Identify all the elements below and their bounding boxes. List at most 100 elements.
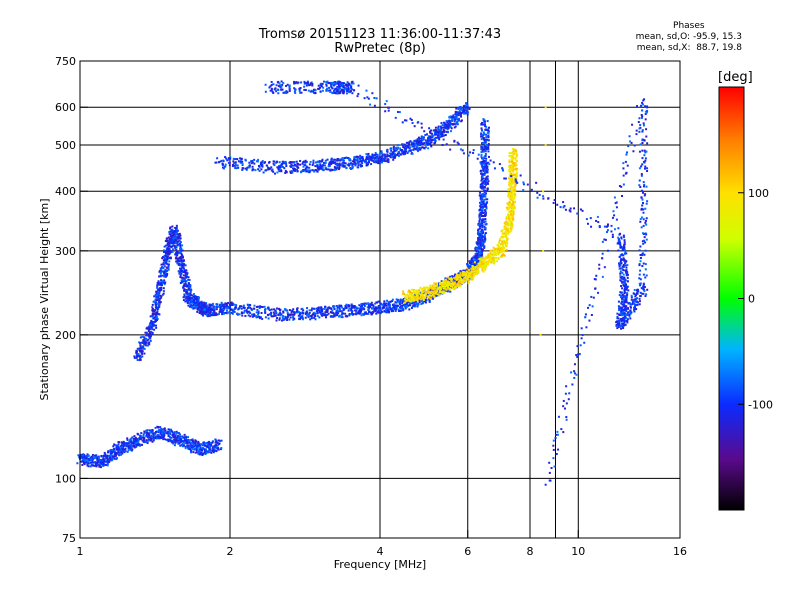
- echo-point: [181, 445, 184, 448]
- echo-point: [149, 315, 152, 318]
- echo-point: [183, 438, 186, 441]
- echo-point: [347, 162, 350, 165]
- echo-point: [337, 312, 340, 315]
- echo-point: [432, 292, 435, 295]
- echo-point: [367, 307, 370, 310]
- echo-point: [484, 154, 487, 157]
- echo-point: [98, 465, 101, 468]
- echo-point: [320, 309, 323, 312]
- echo-point: [496, 251, 499, 254]
- echo-point: [412, 299, 415, 302]
- echo-point: [273, 160, 276, 163]
- echo-point: [432, 293, 435, 296]
- echo-point: [265, 164, 268, 167]
- echo-point: [494, 248, 497, 251]
- echo-point: [506, 238, 509, 241]
- echo-point: [473, 261, 476, 264]
- echo-point: [301, 318, 304, 321]
- echo-point: [198, 304, 201, 307]
- echo-point: [276, 317, 279, 320]
- echo-point: [257, 164, 260, 167]
- echo-point: [296, 162, 299, 165]
- echo-point: [278, 168, 281, 171]
- echo-point: [121, 450, 124, 453]
- echo-point: [190, 304, 193, 307]
- echo-point: [255, 315, 258, 318]
- echo-point: [481, 175, 484, 178]
- echo-point: [326, 158, 329, 161]
- echo-point: [228, 311, 231, 314]
- echo-point: [478, 194, 481, 197]
- echo-point: [148, 331, 151, 334]
- echo-point: [143, 347, 146, 350]
- echo-point: [385, 304, 388, 307]
- echo-point: [336, 166, 339, 169]
- echo-point: [508, 211, 511, 214]
- echo-point: [167, 265, 170, 268]
- echo-point: [510, 204, 513, 207]
- echo-point: [427, 287, 430, 290]
- echo-point: [508, 207, 511, 210]
- echo-point: [507, 232, 510, 235]
- echo-point: [118, 448, 121, 451]
- echo-point: [159, 274, 162, 277]
- echo-point: [229, 157, 232, 160]
- echo-point: [98, 456, 101, 459]
- echo-point: [103, 451, 106, 454]
- echo-point: [159, 301, 162, 304]
- echo-point: [483, 245, 486, 248]
- echo-point: [175, 432, 178, 435]
- echo-point: [187, 436, 190, 439]
- echo-point: [154, 298, 157, 301]
- echo-point: [218, 310, 221, 313]
- echo-point: [470, 267, 473, 270]
- echo-point: [434, 292, 437, 295]
- echo-point: [198, 442, 201, 445]
- echo-point: [190, 441, 193, 444]
- echo-point: [139, 344, 142, 347]
- echo-point: [402, 290, 405, 293]
- echo-point: [159, 294, 162, 297]
- echo-point: [443, 280, 446, 283]
- echo-point: [177, 263, 180, 266]
- echo-point: [199, 450, 202, 453]
- echo-point: [151, 328, 154, 331]
- echo-point: [192, 295, 195, 298]
- echo-point: [383, 302, 386, 305]
- echo-point: [190, 288, 193, 291]
- echo-point: [166, 263, 169, 266]
- echo-point: [283, 167, 286, 170]
- echo-point: [355, 310, 358, 313]
- echo-point: [166, 240, 169, 243]
- echo-point: [179, 440, 182, 443]
- echo-point: [474, 247, 477, 250]
- echo-point: [277, 314, 280, 317]
- echo-point: [512, 182, 515, 185]
- echo-point: [476, 270, 479, 273]
- echo-point: [101, 462, 104, 465]
- echo-point: [481, 239, 484, 242]
- echo-point: [413, 303, 416, 306]
- echo-point: [171, 241, 174, 244]
- echo-point: [162, 287, 165, 290]
- echo-point: [121, 446, 124, 449]
- echo-point: [233, 303, 236, 306]
- echo-point: [172, 436, 175, 439]
- echo-point: [218, 439, 221, 442]
- echo-point: [486, 189, 489, 192]
- echo-point: [179, 267, 182, 270]
- echo-point: [481, 224, 484, 227]
- echo-point: [483, 213, 486, 216]
- echo-point: [151, 323, 154, 326]
- echo-point: [95, 457, 98, 460]
- echo-point: [319, 163, 322, 166]
- echo-point: [141, 350, 144, 353]
- echo-point: [379, 312, 382, 315]
- echo-point: [463, 280, 466, 283]
- echo-point: [178, 435, 181, 438]
- echo-point: [483, 236, 486, 239]
- echo-point: [509, 192, 512, 195]
- echo-point: [333, 305, 336, 308]
- echo-point: [231, 309, 234, 312]
- echo-point: [478, 235, 481, 238]
